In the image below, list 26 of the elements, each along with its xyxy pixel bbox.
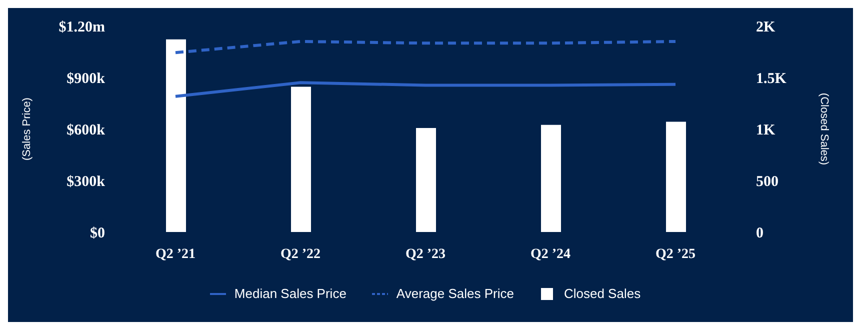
y2-axis-title: (Closed Sales): [818, 92, 830, 166]
y2-tick-label: 500: [756, 174, 778, 190]
x-tick-label: Q2 ’21: [155, 246, 196, 262]
bar: [541, 124, 561, 232]
y2-tick-label: 0: [756, 225, 764, 242]
y-tick-label: $300k: [66, 174, 106, 190]
bar: [291, 86, 311, 232]
y2-tick-label: 1K: [756, 122, 776, 138]
y-axis-title: (Sales Price): [20, 98, 33, 160]
bar: [166, 39, 186, 232]
legend-label: Average Sales Price: [395, 286, 514, 301]
y-tick-label: $0: [90, 225, 105, 242]
legend-label: Closed Sales: [562, 286, 641, 301]
x-tick-label: Q2 ’23: [405, 246, 446, 262]
x-tick-label: Q2 ’24: [530, 246, 571, 262]
x-tick-label: Q2 ’22: [280, 246, 321, 262]
line-series: [174, 81, 677, 98]
x-tick-label: Q2 ’25: [655, 246, 696, 262]
y-tick-label: $1.20m: [58, 19, 106, 36]
bar: [416, 128, 436, 232]
y2-tick-label: 1.5K: [756, 70, 787, 87]
y2-tick-label: 2K: [756, 19, 776, 36]
bar: [666, 122, 686, 232]
legend-label: Median Sales Price: [233, 286, 346, 301]
y-tick-label: $900k: [66, 70, 106, 87]
y-tick-label: $600k: [66, 122, 106, 138]
